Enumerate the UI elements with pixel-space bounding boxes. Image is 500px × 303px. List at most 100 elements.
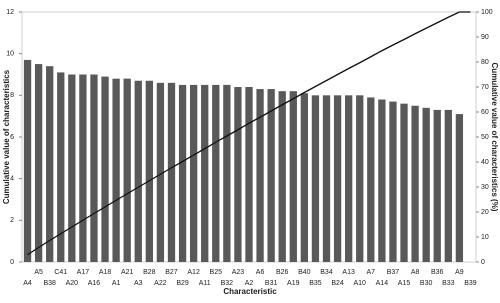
bar — [356, 95, 364, 262]
bar — [68, 74, 76, 262]
y-tick-label: 4 — [10, 176, 14, 183]
x-tick-label: B27 — [165, 269, 178, 276]
x-tick-label: A5 — [34, 269, 43, 276]
bar — [455, 114, 464, 262]
x-tick-label: B39 — [464, 280, 477, 287]
y2-tick-label: 50 — [481, 134, 489, 141]
x-tick-label: B24 — [331, 280, 344, 287]
x-tick-label: A15 — [398, 280, 411, 287]
bar — [378, 99, 386, 262]
bar — [422, 107, 430, 262]
bar — [46, 66, 54, 263]
y2-tick-label: 100 — [481, 9, 493, 16]
bar — [256, 89, 264, 262]
x-tick-label: B38 — [43, 280, 56, 287]
bar — [34, 64, 43, 262]
bar — [90, 74, 98, 262]
x-tick-label: B29 — [176, 280, 189, 287]
x-tick-label: A3 — [134, 280, 143, 287]
x-tick-label: A21 — [121, 269, 134, 276]
x-tick-label: B32 — [221, 280, 234, 287]
bar — [178, 84, 187, 263]
y2-tick-label: 60 — [481, 109, 489, 116]
x-tick-label: A18 — [99, 269, 112, 276]
bar — [311, 95, 320, 262]
bar — [223, 84, 231, 263]
bar — [156, 82, 165, 262]
x-tick-label: A10 — [353, 280, 366, 287]
x-tick-label: B30 — [420, 280, 433, 287]
x-tick-label: B36 — [431, 269, 444, 276]
y-tick-label: 10 — [6, 51, 14, 58]
x-tick-label: B40 — [298, 269, 311, 276]
bar — [101, 76, 109, 262]
bar — [322, 95, 331, 262]
y2-tick-label: 30 — [481, 184, 489, 191]
x-tick-label: A20 — [66, 280, 79, 287]
bar — [411, 105, 419, 262]
bar — [245, 87, 253, 262]
x-tick-label: A16 — [88, 280, 101, 287]
x-tick-label: A2 — [245, 280, 254, 287]
y-tick-label: 8 — [10, 92, 14, 99]
x-tick-label: B28 — [143, 269, 156, 276]
bar — [389, 101, 397, 262]
x-tick-label: B25 — [210, 269, 223, 276]
bar — [444, 109, 452, 263]
cumulative-line — [27, 11, 471, 256]
x-tick-label: B35 — [309, 280, 322, 287]
x-tick-label: B31 — [265, 280, 278, 287]
x-tick-label: A14 — [376, 280, 389, 287]
y-axis-title: Cumulative value of characteristics — [2, 69, 11, 204]
y2-tick-label: 80 — [481, 59, 489, 66]
bar — [400, 103, 408, 263]
y2-tick-label: 70 — [481, 84, 489, 91]
x-tick-label: A11 — [199, 280, 211, 287]
x-tick-label: C41 — [54, 269, 67, 276]
x-tick-label: A1 — [112, 280, 121, 287]
bar — [23, 59, 32, 262]
bar — [57, 72, 65, 263]
bar — [289, 91, 297, 263]
bar — [145, 80, 153, 262]
bar — [345, 95, 353, 262]
x-tick-label: B26 — [276, 269, 289, 276]
bar — [433, 109, 441, 263]
bar — [189, 84, 198, 263]
bar — [167, 82, 176, 262]
x-tick-label: A6 — [256, 269, 265, 276]
x-tick-label: A17 — [77, 269, 90, 276]
x-tick-label: A8 — [411, 269, 420, 276]
x-tick-label: A13 — [342, 269, 355, 276]
y-tick-label: 2 — [10, 217, 14, 224]
bar — [112, 78, 120, 263]
bar — [201, 84, 209, 263]
x-tick-label: A19 — [287, 280, 300, 287]
bar — [367, 97, 375, 263]
bar — [333, 95, 342, 262]
y2-tick-label: 40 — [481, 159, 489, 166]
x-tick-label: A12 — [187, 269, 200, 276]
y-tick-label: 0 — [10, 259, 14, 266]
x-tick-label: A23 — [232, 269, 245, 276]
bar — [79, 74, 87, 262]
y2-tick-label: 10 — [481, 234, 489, 241]
bar — [267, 89, 275, 262]
y-tick-label: 12 — [6, 9, 14, 16]
x-tick-label: B34 — [320, 269, 333, 276]
x-tick-label: A7 — [367, 269, 376, 276]
x-tick-label: B37 — [387, 269, 400, 276]
bar — [278, 91, 286, 263]
bar — [300, 93, 309, 262]
x-tick-label: A22 — [154, 280, 167, 287]
x-tick-label: A9 — [455, 269, 464, 276]
bar — [123, 78, 131, 263]
x-axis-title: Characteristic — [223, 287, 277, 296]
y-tick-label: 6 — [10, 134, 14, 141]
bar — [134, 80, 142, 262]
y2-tick-label: 0 — [481, 259, 485, 266]
y2-tick-label: 90 — [481, 34, 489, 41]
x-tick-label: A4 — [23, 280, 32, 287]
bar — [234, 87, 242, 262]
